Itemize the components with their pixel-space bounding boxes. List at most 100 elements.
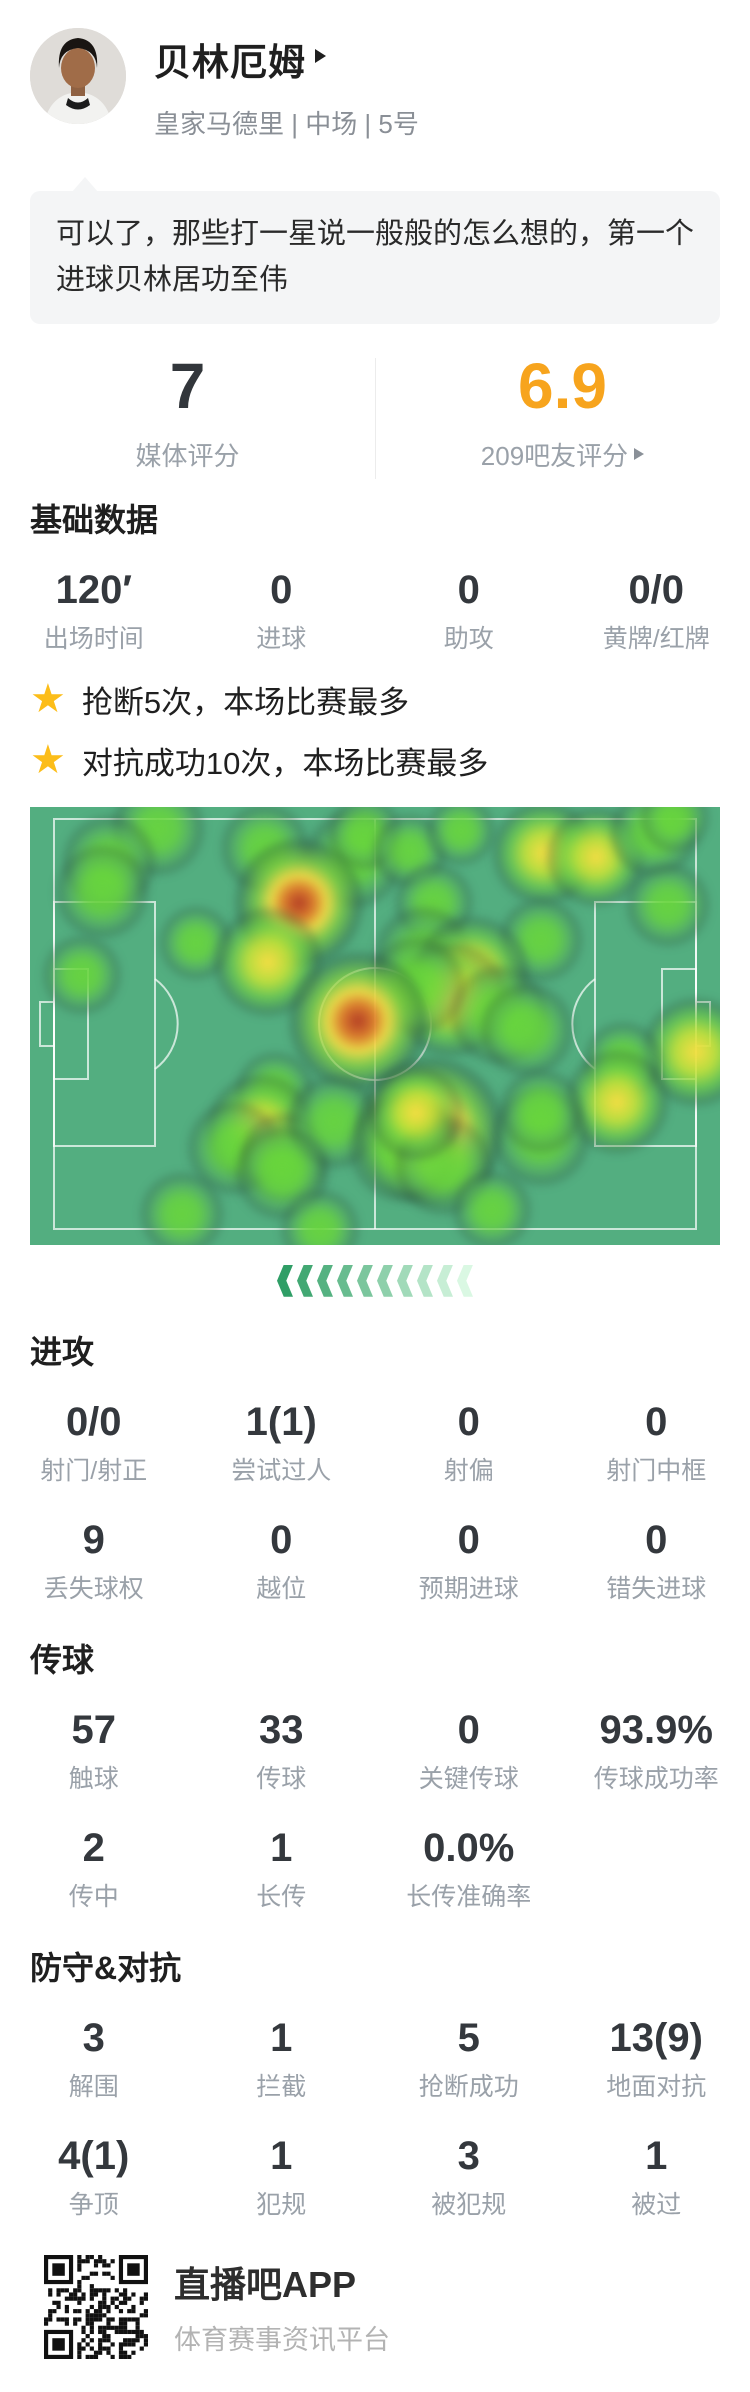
chevron-left-icon: [277, 1265, 293, 1297]
stat-label: 长传准确率: [375, 1877, 563, 1913]
stat-cell: 3 被犯规: [375, 2133, 563, 2221]
chevron-left-icon: [437, 1265, 453, 1297]
media-rating-label-text: 媒体评分: [135, 436, 239, 473]
highlight-row: ★ 抢断5次，本场比赛最多: [30, 677, 720, 722]
qr-code: [44, 2255, 148, 2359]
stat-label: 传中: [0, 1877, 188, 1913]
stat-cell: 1 犯规: [188, 2133, 376, 2221]
heat-blob: [626, 863, 711, 948]
stat-cell: 57 触球: [0, 1707, 188, 1795]
stat-value: 0/0: [0, 1399, 188, 1445]
stat-cell: 93.9% 传球成功率: [563, 1707, 750, 1795]
stat-label: 射门/射正: [0, 1451, 188, 1487]
stat-label: 进球: [188, 619, 376, 655]
stat-label: 传球成功率: [563, 1759, 750, 1795]
stat-cell: 120′出场时间: [0, 567, 188, 655]
stat-label: 触球: [0, 1759, 188, 1795]
stat-value: 0.0%: [375, 1825, 563, 1871]
chevron-left-icon: [357, 1265, 373, 1297]
stat-label: 犯规: [188, 2185, 376, 2221]
stat-cell: 1(1)尝试过人: [188, 1399, 376, 1487]
highlight-text: 抢断5次，本场比赛最多: [82, 677, 409, 722]
stat-value: 0: [188, 567, 376, 613]
fan-rating-label-text: 209吧友评分: [481, 436, 628, 473]
stat-value: 1: [188, 2133, 376, 2179]
section-title-defense: 防守&对抗: [30, 1943, 720, 1989]
stat-value: 2: [0, 1825, 188, 1871]
chevron-left-icon: [317, 1265, 333, 1297]
player-name-button[interactable]: 贝林厄姆: [154, 32, 419, 86]
stat-label: 助攻: [375, 619, 563, 655]
stat-label: 出场时间: [0, 619, 188, 655]
chevron-left-icon: [297, 1265, 313, 1297]
fan-rating-arrow-icon: [634, 448, 644, 460]
stat-label: 地面对抗: [563, 2067, 750, 2103]
section-title-basic: 基础数据: [30, 495, 720, 541]
stat-cell: 1 拦截: [188, 2015, 376, 2103]
stat-value: 57: [0, 1707, 188, 1753]
player-info: 贝林厄姆 皇家马德里 | 中场 | 5号: [154, 28, 419, 141]
app-name: 直播吧APP: [174, 2256, 390, 2308]
heat-blob: [42, 935, 122, 1015]
stat-value: 1(1): [188, 1399, 376, 1445]
fan-rating[interactable]: 6.9 209吧友评分: [375, 354, 750, 473]
stat-label: 长传: [188, 1877, 376, 1913]
stat-cell: 2 传中: [0, 1825, 188, 1913]
stat-cell: 0 进球: [188, 567, 376, 655]
app-footer: 直播吧APP 体育赛事资讯平台: [44, 2255, 750, 2392]
stat-value: 93.9%: [563, 1707, 750, 1753]
stat-cell: 13(9)地面对抗: [563, 2015, 750, 2103]
stat-label: 被过: [563, 2185, 750, 2221]
chevron-left-icon: [417, 1265, 433, 1297]
stat-value: 3: [375, 2133, 563, 2179]
player-meta: 皇家马德里 | 中场 | 5号: [154, 104, 419, 141]
app-tagline: 体育赛事资讯平台: [174, 2318, 390, 2357]
star-icon: ★: [30, 679, 66, 719]
stat-value: 1: [188, 1825, 376, 1871]
player-heatmap: [30, 807, 720, 1245]
highlights: ★ 抢断5次，本场比赛最多 ★ 对抗成功10次，本场比赛最多: [30, 677, 720, 783]
highlight-text: 对抗成功10次，本场比赛最多: [82, 738, 488, 783]
section-title-passing: 传球: [30, 1635, 720, 1681]
stat-cell: 1 长传: [188, 1825, 376, 1913]
stat-cell: 0.0% 长传准确率: [375, 1825, 563, 1913]
stat-value: 0: [375, 1399, 563, 1445]
heat-blob: [369, 1066, 464, 1161]
media-rating-label: 媒体评分: [0, 436, 375, 473]
stat-cell: 4(1)争顶: [0, 2133, 188, 2221]
stat-value: 3: [0, 2015, 188, 2061]
fan-rating-value: 6.9: [375, 354, 750, 418]
stat-value: 1: [188, 2015, 376, 2061]
stat-label: 被犯规: [375, 2185, 563, 2221]
star-icon: ★: [30, 740, 66, 780]
player-avatar: [30, 28, 126, 124]
highlight-row: ★ 对抗成功10次，本场比赛最多: [30, 738, 720, 783]
stat-value: 0: [563, 1399, 750, 1445]
chevron-left-icon: [457, 1265, 473, 1297]
stat-label: 拦截: [188, 2067, 376, 2103]
ratings-row: 7 媒体评分 6.9 209吧友评分: [0, 354, 750, 473]
footer-text: 直播吧APP 体育赛事资讯平台: [174, 2256, 390, 2357]
player-name: 贝林厄姆: [154, 32, 306, 86]
stat-value: 0: [375, 1517, 563, 1563]
stat-label: 预期进球: [375, 1569, 563, 1605]
stat-label: 丢失球权: [0, 1569, 188, 1605]
section-title-attack: 进攻: [30, 1327, 720, 1373]
stat-value: 0: [563, 1517, 750, 1563]
stat-value: 0: [375, 1707, 563, 1753]
fan-rating-label: 209吧友评分: [375, 436, 750, 473]
stat-label: 黄牌/红牌: [563, 619, 750, 655]
stat-value: 0: [188, 1517, 376, 1563]
stat-cell: 0 射偏: [375, 1399, 563, 1487]
stat-label: 射偏: [375, 1451, 563, 1487]
stat-label: 争顶: [0, 2185, 188, 2221]
